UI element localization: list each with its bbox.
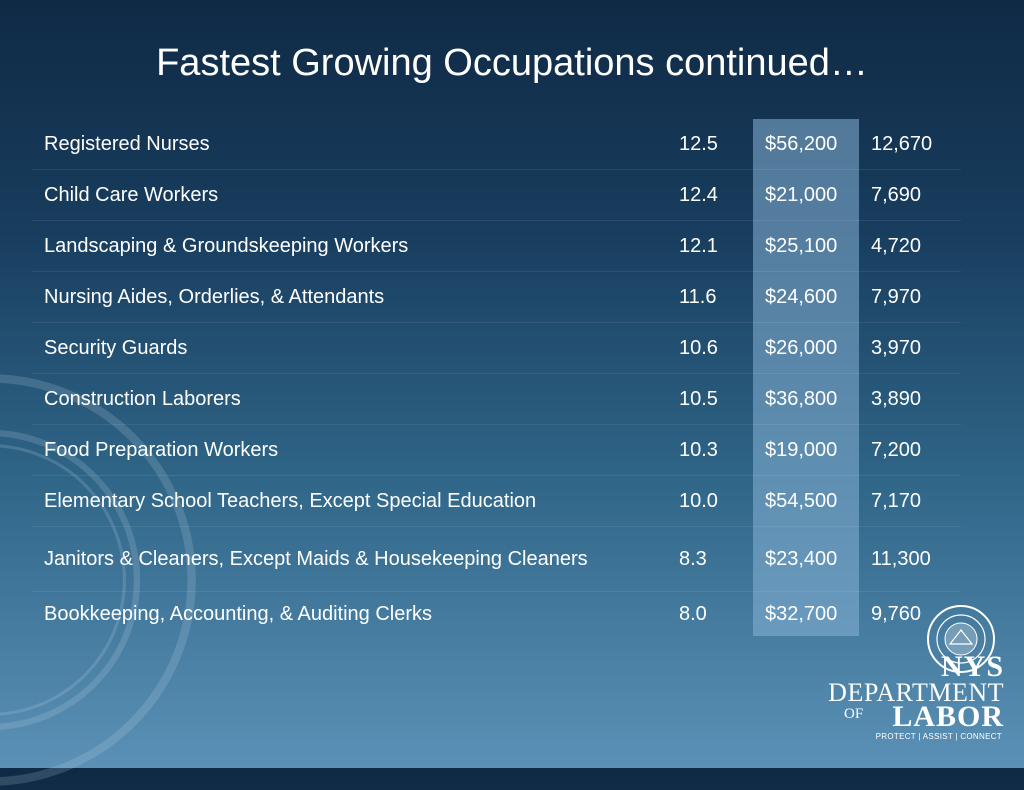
openings-value: 3,970 xyxy=(859,322,961,374)
growth-value: 10.6 xyxy=(657,322,753,374)
logo-tagline: PROTECT | ASSIST | CONNECT xyxy=(875,732,1002,741)
wage-value: $24,600 xyxy=(753,271,859,323)
wage-value: $25,100 xyxy=(753,220,859,272)
occupation-name: Bookkeeping, Accounting, & Auditing Cler… xyxy=(44,603,433,625)
wage-value: $54,500 xyxy=(753,475,859,527)
wage-value: $36,800 xyxy=(753,373,859,425)
wage-value: $26,000 xyxy=(753,322,859,374)
table-row: Food Preparation Workers 10.3 $19,000 7,… xyxy=(32,424,961,476)
table-row: Janitors & Cleaners, Except Maids & Hous… xyxy=(32,526,961,592)
wage-value: $21,000 xyxy=(753,169,859,221)
openings-value: 4,720 xyxy=(859,220,961,272)
openings-value: 12,670 xyxy=(859,119,961,170)
logo-department-text: DEPARTMENT xyxy=(828,678,1004,707)
table-row: Nursing Aides, Orderlies, & Attendants 1… xyxy=(32,271,961,323)
openings-value: 11,300 xyxy=(859,526,961,592)
growth-value: 12.4 xyxy=(657,169,753,221)
growth-value: 12.5 xyxy=(657,119,753,170)
growth-value: 12.1 xyxy=(657,220,753,272)
occupations-table: Registered Nurses 12.5 $56,200 12,670 Ch… xyxy=(32,119,961,636)
wage-value: $32,700 xyxy=(753,591,859,636)
growth-value: 10.5 xyxy=(657,373,753,425)
occupation-name: Food Preparation Workers xyxy=(32,424,657,476)
wage-value: $23,400 xyxy=(753,526,859,592)
openings-value: 7,200 xyxy=(859,424,961,476)
openings-value: 7,170 xyxy=(859,475,961,527)
nys-seal-icon xyxy=(927,605,995,673)
table-row: Registered Nurses 12.5 $56,200 12,670 xyxy=(32,119,961,170)
growth-value: 10.0 xyxy=(657,475,753,527)
occupation-name: Nursing Aides, Orderlies, & Attendants xyxy=(32,271,657,323)
table-row: Bookkeeping, Accounting, & Auditing Cler… xyxy=(32,591,961,636)
table-row: Landscaping & Groundskeeping Workers 12.… xyxy=(32,220,961,272)
table-row: Security Guards 10.6 $26,000 3,970 xyxy=(32,322,961,374)
table-row: Construction Laborers 10.5 $36,800 3,890 xyxy=(32,373,961,425)
occupation-name: Janitors & Cleaners, Except Maids & Hous… xyxy=(32,526,657,592)
openings-value: 7,970 xyxy=(859,271,961,323)
occupation-name: Child Care Workers xyxy=(32,169,657,221)
growth-value: 11.6 xyxy=(657,271,753,323)
openings-value: 3,890 xyxy=(859,373,961,425)
occupation-name: Landscaping & Groundskeeping Workers xyxy=(32,220,657,272)
growth-value: 10.3 xyxy=(657,424,753,476)
openings-value: 7,690 xyxy=(859,169,961,221)
logo-of-text: OF xyxy=(844,706,864,722)
occupation-name: Security Guards xyxy=(32,322,657,374)
logo-labor-text: LABOR xyxy=(892,700,1004,733)
logo-nys-text: NYS xyxy=(940,650,1004,683)
nys-dol-logo: NYS DEPARTMENT OF LABOR PROTECT | ASSIST… xyxy=(818,604,1008,746)
table-row: Child Care Workers 12.4 $21,000 7,690 xyxy=(32,169,961,221)
growth-value: 8.0 xyxy=(679,602,707,625)
openings-value: 9,760 xyxy=(871,602,922,625)
growth-value: 8.3 xyxy=(657,526,753,592)
table-row: Elementary School Teachers, Except Speci… xyxy=(32,475,961,527)
occupation-name: Construction Laborers xyxy=(32,373,657,425)
occupation-name: Elementary School Teachers, Except Speci… xyxy=(32,475,657,527)
wage-value: $56,200 xyxy=(753,119,859,170)
occupation-name: Registered Nurses xyxy=(32,119,657,170)
wage-value: $19,000 xyxy=(753,424,859,476)
slide-title: Fastest Growing Occupations continued… xyxy=(156,42,868,84)
